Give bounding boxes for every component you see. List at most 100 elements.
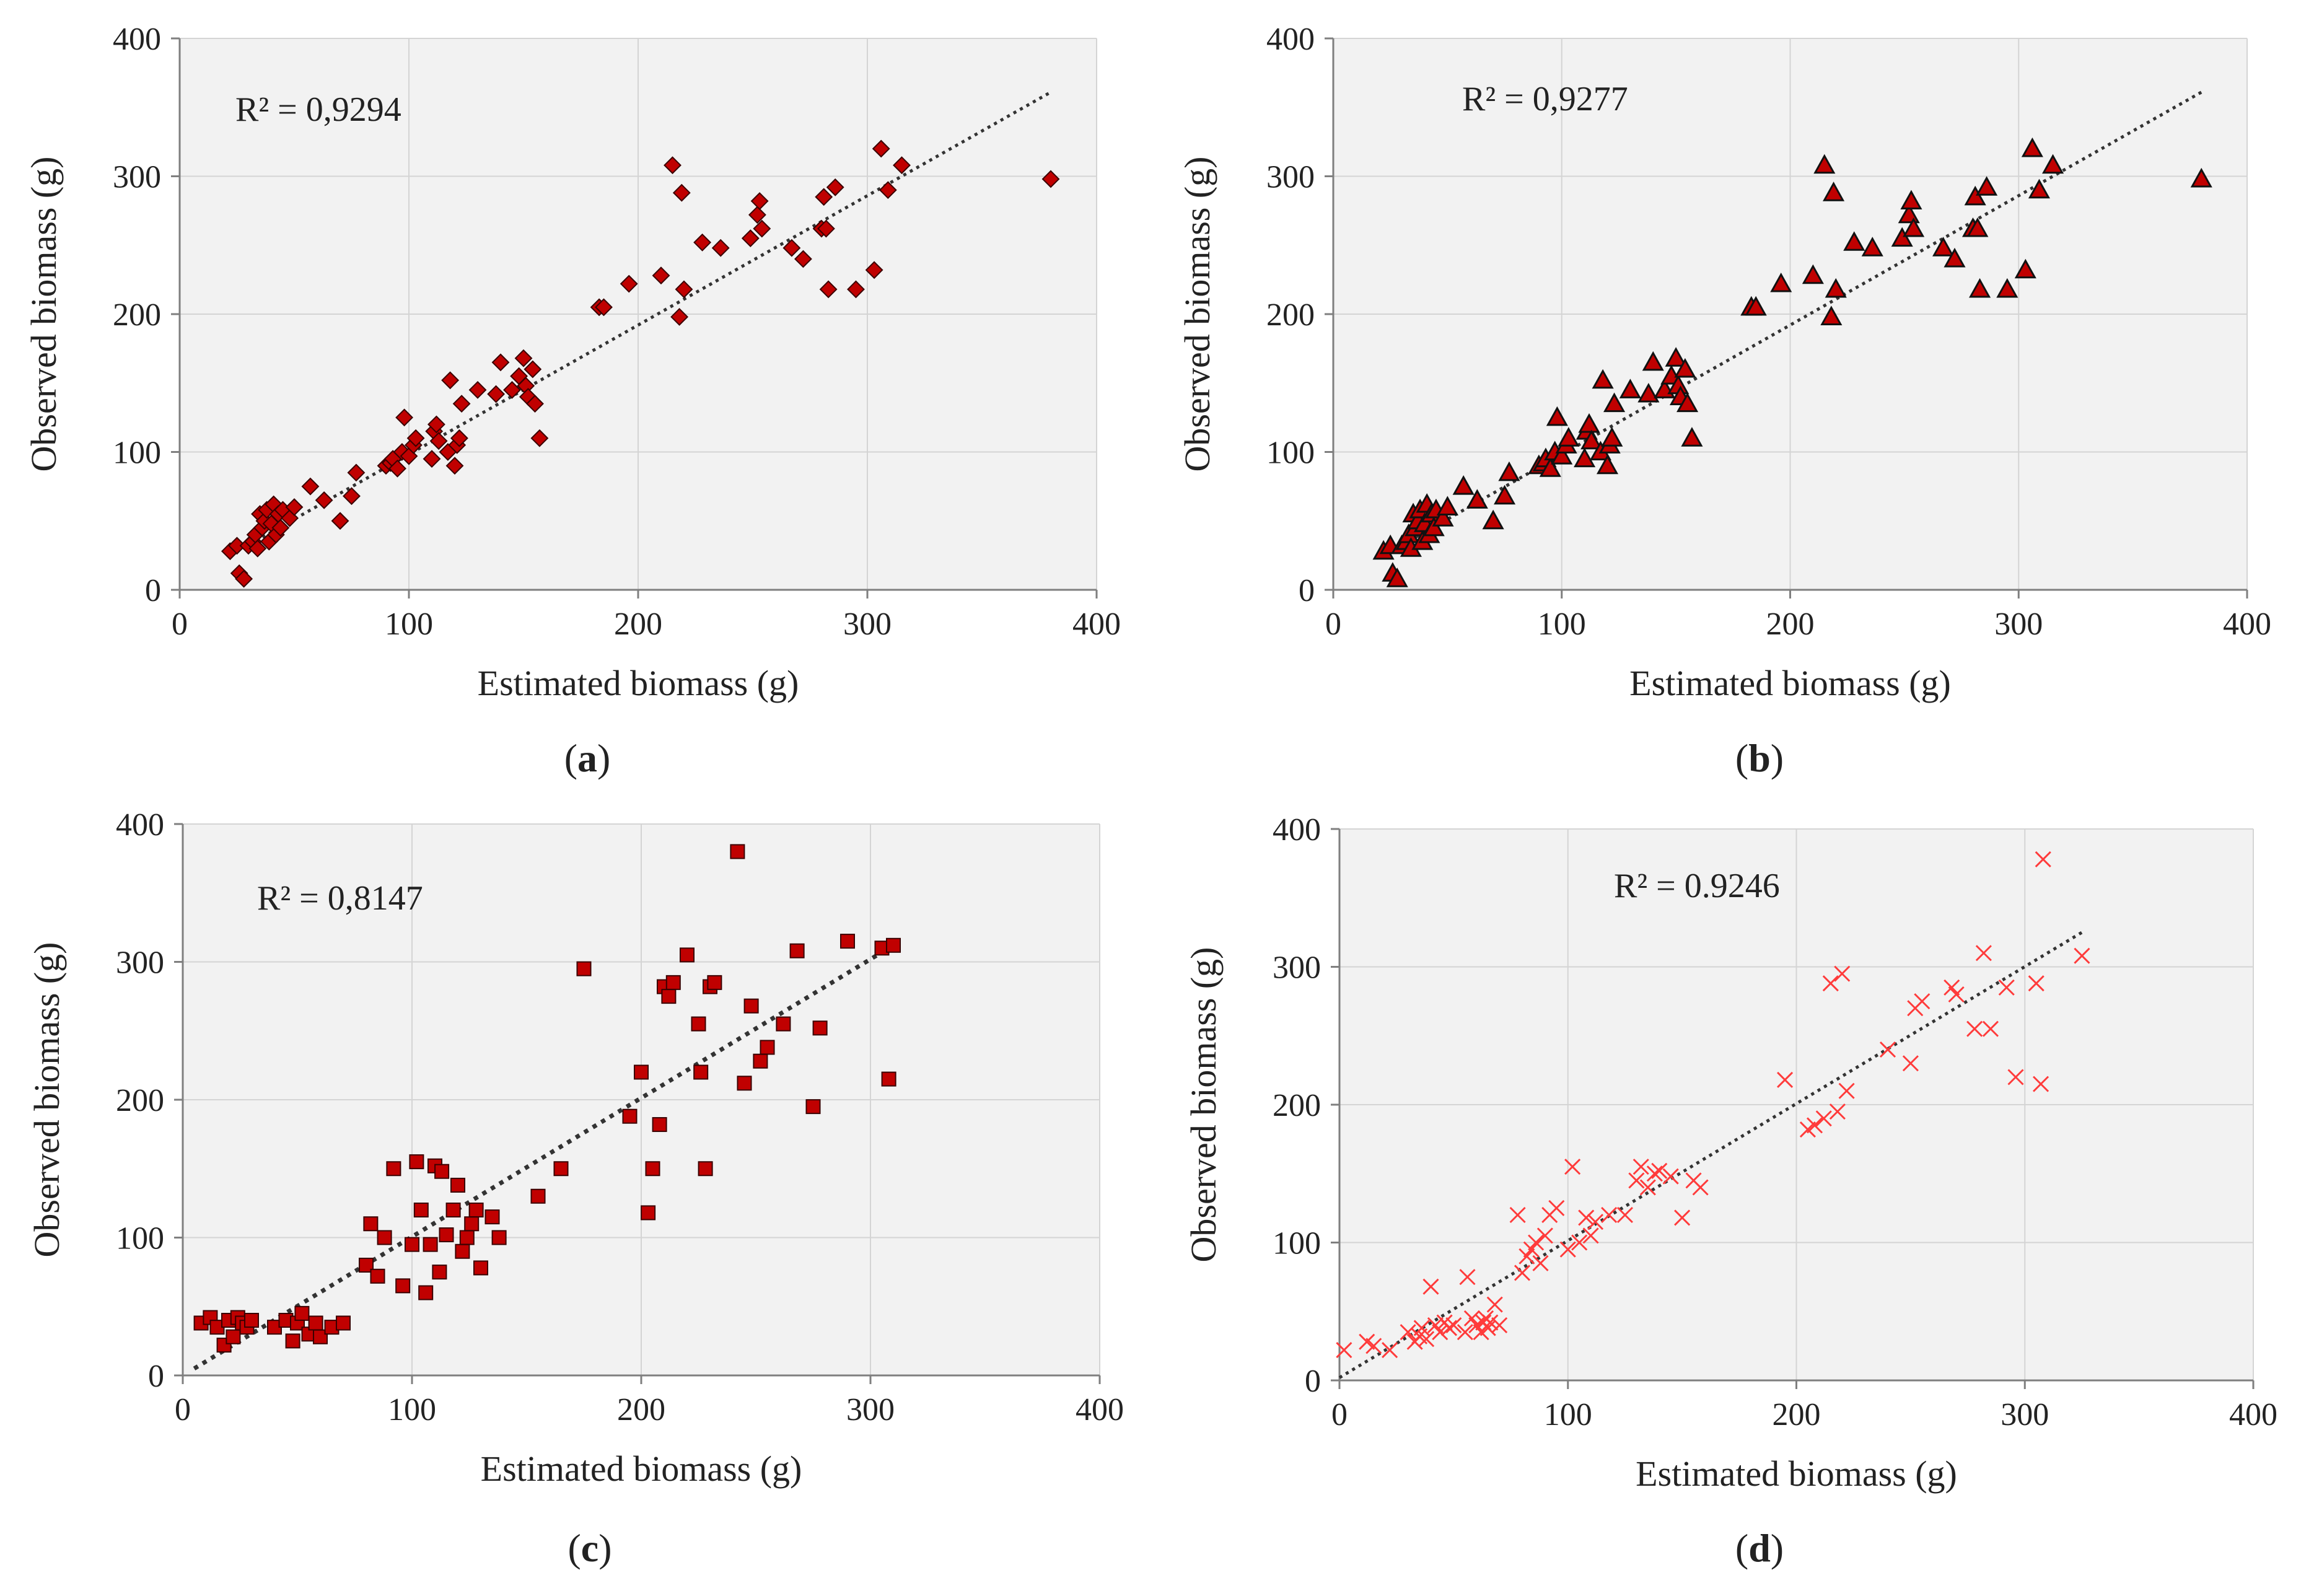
data-point	[1574, 447, 1596, 468]
x-tick-label: 0	[172, 607, 188, 642]
data-point	[226, 1329, 241, 1344]
data-point	[1603, 392, 1626, 413]
data-point	[776, 1016, 791, 1032]
data-point	[693, 233, 712, 252]
data-point	[595, 298, 613, 317]
x-tick-label: 300	[2001, 1397, 2049, 1432]
data-point	[285, 1333, 300, 1349]
y-tick-label: 200	[1273, 1088, 1321, 1123]
data-point	[473, 1260, 488, 1276]
data-point	[1829, 1103, 1846, 1120]
x-axis-title: Estimated biomass (g)	[1636, 1454, 1957, 1494]
data-point	[1494, 484, 1516, 505]
data-point	[1548, 1199, 1565, 1216]
data-point	[1386, 568, 1408, 587]
data-point	[1822, 975, 1839, 992]
data-point	[491, 353, 510, 372]
data-point	[1776, 1071, 1794, 1089]
data-point	[1619, 379, 1641, 398]
data-point	[423, 1237, 438, 1252]
x-tick-label: 200	[614, 607, 662, 642]
data-point	[1365, 1338, 1382, 1354]
data-point	[1482, 509, 1504, 530]
data-point	[1592, 369, 1614, 389]
data-point	[244, 1313, 259, 1328]
data-point	[2032, 1076, 2049, 1092]
data-point	[526, 395, 544, 413]
data-point	[2190, 167, 2212, 188]
data-point	[434, 1164, 450, 1179]
data-point	[452, 395, 471, 413]
data-point	[815, 188, 833, 206]
y-tick-label: 400	[113, 22, 161, 57]
data-point	[620, 274, 638, 293]
data-point	[2074, 947, 2090, 964]
data-point	[1902, 1055, 1919, 1072]
data-point	[1944, 979, 1960, 996]
data-point	[514, 349, 533, 367]
data-point	[2035, 851, 2051, 868]
data-point	[675, 280, 693, 299]
y-axis-title: Observed biomass (g)	[1183, 947, 1224, 1262]
y-tick-label: 0	[148, 1359, 164, 1394]
data-point	[1681, 427, 1703, 447]
data-point	[680, 947, 695, 963]
r-squared-annotation: R² = 0,8147	[257, 879, 423, 918]
data-point	[2028, 178, 2050, 199]
data-point	[819, 280, 838, 299]
data-point	[363, 1216, 379, 1232]
data-point	[1642, 351, 1664, 371]
data-point	[1422, 1278, 1439, 1295]
data-point	[576, 961, 592, 976]
data-point	[1523, 1241, 1540, 1258]
data-point	[1802, 264, 1824, 284]
data-point	[886, 937, 901, 953]
y-tick-label: 300	[116, 945, 164, 981]
data-point	[1806, 1117, 1823, 1134]
data-point	[641, 1205, 656, 1221]
data-point	[386, 1161, 401, 1177]
data-point	[1637, 382, 1660, 403]
data-point	[459, 1230, 475, 1245]
data-point	[1498, 461, 1520, 481]
chart-panel-c: 0 100 200 300 400 0 100 200 300 400 Estimated biom…	[27, 807, 1124, 1570]
y-tick-label: 0	[1305, 1364, 1321, 1399]
data-point	[753, 219, 771, 238]
data-point	[672, 183, 691, 202]
data-point	[413, 1203, 429, 1217]
data-point	[2042, 154, 2064, 174]
data-point	[1336, 1341, 1352, 1359]
data-point	[707, 975, 722, 990]
data-point	[789, 943, 805, 958]
data-point	[450, 429, 468, 447]
x-tick-label: 400	[1076, 1392, 1124, 1427]
data-point	[1528, 1234, 1545, 1251]
x-tick-label: 300	[1994, 607, 2043, 642]
data-point	[1432, 1324, 1449, 1341]
y-axis-title: Observed biomass (g)	[27, 942, 67, 1257]
data-point	[670, 308, 689, 326]
data-point	[1633, 1159, 1649, 1175]
data-point	[1996, 278, 2018, 298]
data-point	[1861, 237, 1883, 256]
data-point	[1891, 227, 1913, 247]
x-axis-title: Estimated biomass (g)	[1629, 663, 1951, 703]
data-point	[1452, 475, 1475, 495]
data-point	[1651, 1162, 1668, 1179]
data-point	[343, 487, 361, 506]
data-point	[1813, 154, 1836, 174]
data-point	[1546, 406, 1568, 426]
data-point	[730, 844, 745, 859]
data-point	[1665, 347, 1687, 367]
data-point	[1674, 357, 1696, 378]
data-point	[872, 139, 890, 158]
data-point	[347, 463, 366, 482]
x-tick-label: 0	[1325, 607, 1341, 642]
data-point	[395, 408, 414, 427]
data-point	[753, 1053, 768, 1069]
x-tick-label: 100	[385, 607, 433, 642]
y-tick-label: 300	[1273, 950, 1321, 986]
data-point	[812, 1020, 828, 1036]
data-point	[760, 1040, 775, 1055]
